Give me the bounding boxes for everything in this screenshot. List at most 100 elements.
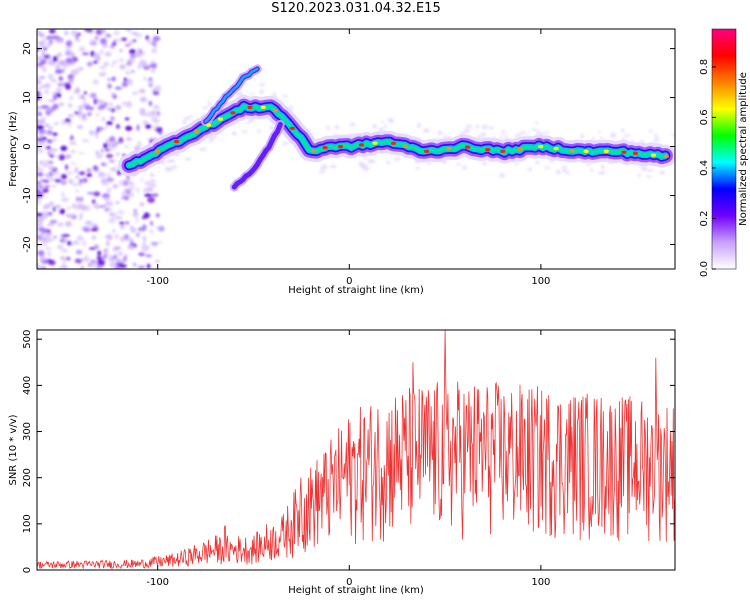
speckle — [236, 91, 243, 97]
speckle — [144, 244, 150, 251]
speckle — [37, 266, 43, 269]
speckle — [46, 223, 54, 227]
speckle — [37, 263, 40, 267]
speckle — [377, 127, 385, 132]
speckle — [84, 29, 92, 32]
speckle — [142, 120, 149, 126]
speckle — [119, 49, 123, 52]
speckle — [82, 177, 88, 183]
speckle — [326, 125, 330, 131]
speckle — [57, 39, 61, 43]
speckle — [56, 87, 62, 94]
y-tick-label: -10 — [22, 187, 33, 203]
hot-spot — [289, 126, 295, 130]
speckle — [118, 137, 124, 144]
speckle — [110, 167, 118, 172]
speckle — [86, 173, 93, 177]
speckle — [37, 118, 41, 125]
speckle — [247, 120, 253, 123]
speckle — [118, 263, 127, 268]
speckle — [124, 117, 130, 121]
speckle — [102, 255, 106, 260]
speckle — [55, 92, 62, 98]
hot-spot — [206, 123, 212, 127]
speckle — [556, 169, 561, 175]
speckle — [514, 162, 519, 166]
speckle — [52, 56, 58, 63]
speckle — [42, 212, 49, 219]
speckle — [37, 62, 42, 68]
hot-spot — [500, 149, 506, 153]
speckle — [47, 61, 56, 66]
snr-y-label: SNR (10 * v/v) — [8, 414, 19, 485]
speckle — [83, 91, 87, 95]
speckle — [94, 35, 99, 41]
speckle — [383, 124, 387, 129]
hot-spot — [538, 145, 544, 149]
speckle — [104, 208, 109, 212]
speckle — [515, 133, 521, 138]
speckle — [380, 120, 384, 123]
speckle — [111, 76, 116, 82]
ridge-layer-4 — [127, 104, 668, 168]
speckle — [37, 236, 42, 239]
speckle — [45, 232, 50, 237]
y-tick-label: 10 — [22, 91, 33, 104]
speckle — [54, 65, 61, 70]
speckle — [113, 246, 117, 252]
speckle — [58, 155, 65, 161]
y-tick-label: 0 — [22, 567, 33, 573]
speckle — [37, 125, 44, 130]
speckle — [82, 52, 89, 56]
speckle — [207, 101, 212, 106]
y-tick-label: 300 — [22, 422, 33, 441]
speckle — [133, 262, 137, 267]
speckle — [87, 62, 93, 67]
speckle — [145, 124, 152, 129]
speckle — [359, 162, 365, 168]
hot-spot — [391, 141, 396, 145]
speckle — [95, 113, 100, 117]
spectral-ridge — [118, 64, 675, 192]
speckle — [46, 42, 52, 48]
hot-spot — [424, 149, 430, 153]
speckle — [105, 125, 109, 129]
speckle — [90, 258, 95, 265]
speckle — [501, 129, 506, 134]
speckle — [99, 101, 106, 106]
speckle — [132, 211, 139, 218]
snr-x-label: Height of straight line (km) — [288, 585, 424, 596]
speckle — [637, 173, 641, 178]
x-tick-label: 100 — [531, 276, 550, 287]
speckle — [99, 66, 107, 69]
speckle — [65, 46, 72, 51]
speckle — [71, 30, 78, 37]
speckle — [330, 164, 337, 169]
speckle — [44, 123, 50, 128]
speckle — [125, 101, 133, 108]
speckle — [42, 204, 49, 211]
branch-1-layer-1 — [231, 121, 283, 190]
speckle — [141, 242, 146, 248]
speckle — [123, 145, 129, 149]
speckle — [152, 90, 160, 96]
speckle — [646, 169, 654, 172]
speckle — [543, 166, 551, 169]
speckle — [37, 109, 41, 113]
speckle — [135, 33, 143, 38]
speckle — [100, 104, 105, 108]
speckle — [476, 135, 482, 140]
speckle — [106, 83, 112, 90]
speckle — [62, 174, 67, 179]
y-tick-label: -20 — [22, 236, 33, 252]
speckle — [597, 171, 604, 175]
hot-spot — [603, 149, 609, 153]
speckle — [124, 70, 132, 76]
speckle — [535, 160, 540, 164]
speckle — [142, 188, 149, 193]
speckle — [589, 168, 594, 172]
speckle — [106, 153, 114, 159]
speckle — [536, 130, 541, 135]
speckle — [64, 118, 71, 123]
speckle — [168, 166, 174, 169]
